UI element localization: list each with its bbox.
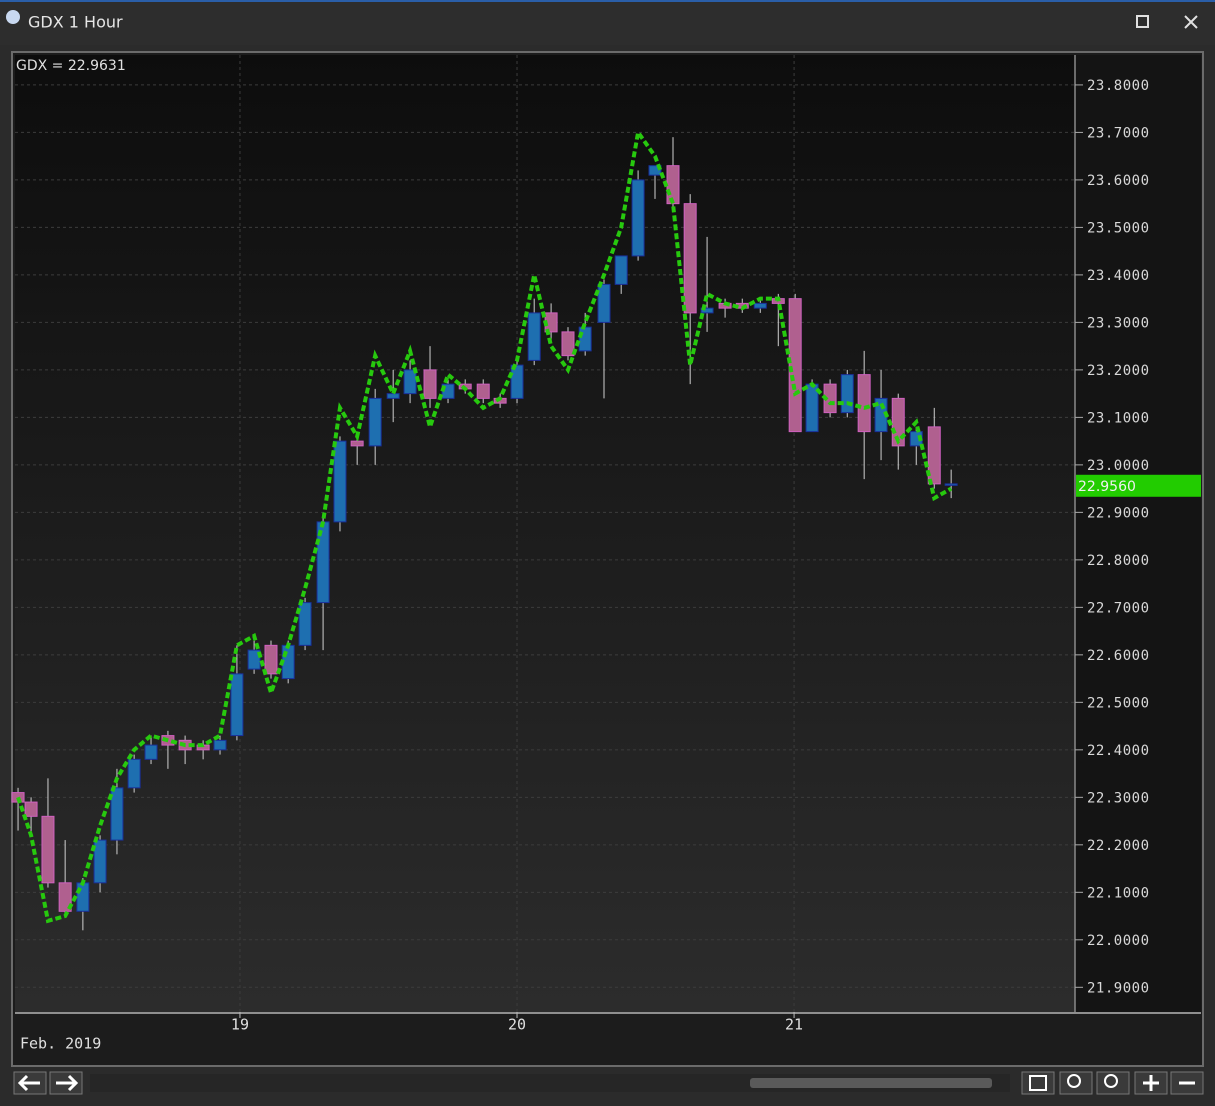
zoom-out-icon <box>1104 1074 1118 1088</box>
candle-body <box>857 374 871 433</box>
y-tick-label: 22.1000 <box>1087 885 1150 901</box>
zoom-in-icon <box>1067 1074 1081 1088</box>
plus-icon <box>1143 1075 1159 1091</box>
candle-body <box>527 312 541 361</box>
x-tick-label: 20 <box>508 1016 526 1034</box>
last-price-box <box>1076 474 1201 497</box>
y-tick-label: 22.9000 <box>1087 505 1150 521</box>
candle-body <box>561 331 575 357</box>
candle-body <box>127 758 141 789</box>
candle-body <box>110 787 124 841</box>
y-tick-label: 23.3000 <box>1087 315 1150 331</box>
candle-body <box>76 882 90 912</box>
y-tick-label: 23.7000 <box>1087 125 1150 141</box>
candle-body <box>909 431 923 447</box>
price-axis-bg <box>1075 55 1201 1012</box>
candle-body <box>264 644 278 675</box>
candle-body <box>476 383 490 399</box>
y-tick-label: 22.6000 <box>1087 648 1150 664</box>
candle-body <box>230 673 244 737</box>
y-tick-label: 23.2000 <box>1087 363 1150 379</box>
candle-body <box>368 397 382 447</box>
y-tick-label: 22.7000 <box>1087 600 1150 616</box>
y-tick-label: 23.5000 <box>1087 220 1150 236</box>
y-tick-label: 22.4000 <box>1087 743 1150 759</box>
y-tick-label: 22.2000 <box>1087 838 1150 854</box>
window-top-border <box>0 0 1215 2</box>
candle-body <box>350 440 364 447</box>
fit-icon <box>1029 1075 1047 1091</box>
y-tick-label: 22.8000 <box>1087 553 1150 569</box>
plot <box>11 55 1075 1012</box>
candle-body <box>753 302 767 309</box>
indicator-line <box>16 127 953 924</box>
y-tick-label: 23.1000 <box>1087 410 1150 426</box>
candle-body <box>144 744 158 760</box>
candle-body <box>683 203 697 314</box>
candle-body <box>840 374 854 414</box>
y-tick-label: 23.6000 <box>1087 173 1150 189</box>
candle-body <box>386 393 400 399</box>
maximize-button[interactable] <box>1136 15 1149 28</box>
candle-body <box>648 165 662 176</box>
last-price-label: 22.9560 <box>1078 479 1136 495</box>
candle-body <box>631 179 645 257</box>
y-tick-label: 22.3000 <box>1087 790 1150 806</box>
right-arrow-icon <box>56 1074 79 1092</box>
candle-body <box>58 882 72 912</box>
x-tick-label: 21 <box>785 1016 803 1034</box>
legend-label: GDX = 22.9631 <box>16 58 126 74</box>
window-title: GDX 1 Hour <box>28 13 123 32</box>
y-tick-label: 21.9000 <box>1087 980 1150 996</box>
candle-body <box>93 839 107 884</box>
candle-body <box>944 483 958 486</box>
scrollbar-thumb[interactable] <box>750 1078 992 1088</box>
plot-area <box>15 55 1075 1012</box>
candle-body <box>788 298 802 433</box>
candle-body <box>891 397 905 447</box>
candle-body <box>666 165 680 205</box>
candle-body <box>333 440 347 523</box>
candle-body <box>41 815 55 884</box>
candle-body <box>614 255 628 285</box>
app-icon <box>6 10 20 24</box>
y-tick-label: 23.0000 <box>1087 458 1150 474</box>
candle-body <box>403 369 417 395</box>
candle-body <box>597 283 611 323</box>
toolbar <box>12 1070 1204 1100</box>
candle-body <box>423 369 437 399</box>
candle-body <box>213 739 227 751</box>
close-button[interactable] <box>1184 15 1198 29</box>
x-caption: Feb. 2019 <box>20 1035 101 1053</box>
y-tick-label: 22.5000 <box>1087 695 1150 711</box>
left-arrow-icon <box>17 1074 40 1092</box>
candle-body <box>298 602 312 646</box>
candle-body <box>578 326 592 352</box>
y-tick-label: 22.0000 <box>1087 933 1150 949</box>
y-tick-label: 23.8000 <box>1087 78 1150 94</box>
y-tick-label: 23.4000 <box>1087 268 1150 284</box>
candle-body <box>927 426 941 485</box>
candle-body <box>247 649 261 670</box>
title-bar <box>0 2 1215 45</box>
candle-body <box>24 801 38 817</box>
candle-body <box>510 364 524 399</box>
candle-body <box>700 307 714 314</box>
x-tick-label: 19 <box>231 1016 249 1034</box>
